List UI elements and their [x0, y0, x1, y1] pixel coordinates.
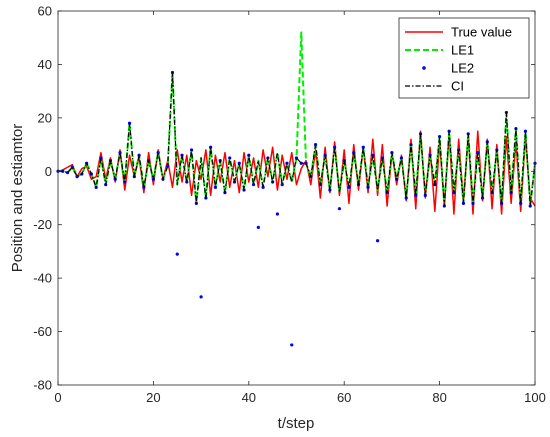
le2-point: [337, 207, 342, 211]
le2-point: [142, 185, 146, 189]
series-line: [58, 31, 536, 208]
x-tick-label: 40: [242, 390, 256, 405]
le2-point: [418, 132, 423, 136]
legend-label: CI: [451, 79, 464, 94]
le2-point: [352, 150, 356, 155]
le2-point: [414, 193, 418, 197]
le2-point: [333, 145, 337, 149]
series-layer: [56, 31, 537, 347]
y-tick-label: 0: [45, 164, 52, 179]
y-tick-label: 40: [38, 57, 52, 72]
le2-point: [175, 252, 179, 256]
ticks-layer: 0 20 40 60 80 100 -80 -60 -40 -20 0 20 40 60: [33, 4, 546, 406]
le2-point: [99, 156, 103, 160]
y-tick-label: -20: [33, 217, 52, 232]
y-tick-label: -60: [33, 324, 52, 339]
le2-point: [528, 204, 532, 208]
le2-point: [199, 295, 203, 299]
le2-point: [185, 180, 189, 184]
legend-swatch: [422, 66, 426, 70]
le2-point: [294, 156, 299, 160]
x-axis-label: t/step: [278, 415, 315, 432]
le2-point: [275, 212, 280, 216]
le2-point: [476, 150, 480, 155]
le2-point: [251, 183, 256, 187]
le2-point: [375, 239, 380, 243]
le2-point: [261, 185, 265, 189]
y-tick-label: 60: [38, 4, 52, 19]
le2-point: [519, 201, 523, 205]
le2-point: [118, 150, 122, 155]
le2-point: [347, 185, 351, 189]
y-tick-label: -80: [33, 378, 52, 393]
le2-point: [256, 225, 260, 229]
x-tick-label: 20: [146, 390, 160, 405]
le2-point: [380, 156, 384, 160]
x-tick-label: 0: [54, 390, 61, 405]
le2-point: [209, 145, 213, 149]
le2-point: [290, 343, 294, 347]
x-tick-label: 60: [337, 390, 351, 405]
y-tick-label: -40: [33, 271, 52, 286]
le2-point: [361, 145, 365, 149]
x-tick-label: 100: [524, 390, 546, 405]
legend-label: LE2: [451, 61, 474, 76]
le2-point: [204, 196, 208, 200]
legend-label: LE1: [451, 43, 474, 58]
legend: True value LE1 LE2 CI: [398, 17, 530, 99]
le2-point: [137, 153, 141, 157]
le2-point: [438, 134, 442, 139]
series-le1: [58, 31, 536, 208]
y-axis-label: Position and estiamtor: [9, 124, 26, 272]
le2-point: [404, 196, 408, 200]
le2-point: [523, 129, 528, 133]
le2-point: [280, 183, 284, 187]
le2-point: [480, 196, 485, 200]
le2-point: [371, 153, 375, 157]
axes-box: [57, 10, 536, 386]
y-tick-label: 20: [38, 110, 52, 125]
x-tick-label: 80: [432, 390, 446, 405]
le2-point: [156, 150, 160, 155]
legend-label: True value: [451, 25, 512, 40]
